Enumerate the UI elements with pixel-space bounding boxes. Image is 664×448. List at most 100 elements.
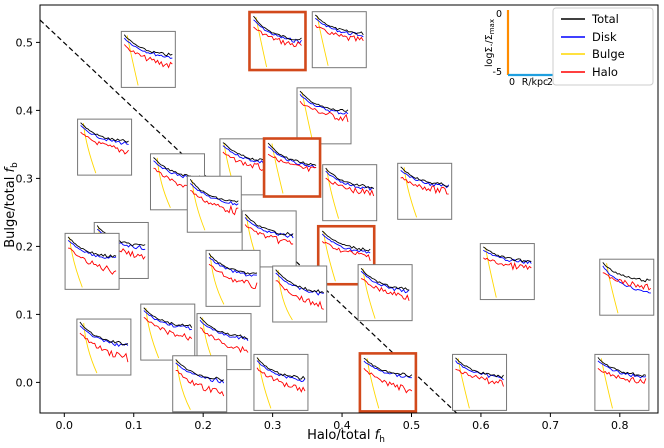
x-axis: 0.0 0.1 0.2 0.3 0.4 0.5 0.6 0.7 0.8 [56,413,629,432]
x-tick-label: 0.8 [611,419,629,432]
plot-content [39,10,655,414]
inset-highlight-frame [316,224,376,286]
halo-profile [244,224,294,245]
total-profile [267,142,317,166]
halo-profile [190,189,239,216]
disk-profile [315,17,364,38]
profile-key-xtick-left: 0 [509,77,515,88]
halo-profile [314,24,364,42]
profile-inset [311,11,367,69]
halo-profile [321,241,371,261]
halo-profile [175,369,225,397]
y-tick-label: 0.0 [16,376,34,389]
bulge-profile [606,263,619,314]
disk-profile [208,257,257,277]
halo-profile [325,177,375,197]
halo-profile [602,272,652,291]
inset-highlight-frame [358,352,418,413]
disk-profile [400,170,450,189]
bulge-profile [145,308,160,359]
legend: Total Disk Bulge Halo [552,7,654,86]
x-tick-label: 0.6 [472,419,490,432]
total-profile [325,167,374,190]
profile-key-ylabel: logΣ./Σmax [484,19,496,67]
y-axis: 0.0 0.1 0.2 0.3 0.4 0.5 [16,36,40,389]
x-tick-label: 0.2 [194,419,212,432]
inset-frame [479,243,535,301]
disk-profile [199,319,249,342]
inset-background [250,13,305,70]
total-profile [597,357,647,378]
total-profile [208,253,258,275]
halo-profile [256,367,306,393]
inset-highlight-frame [248,10,307,72]
profile-inset [248,10,307,72]
total-profile [455,357,504,379]
profile-inset [322,164,378,222]
profile-inset [452,353,508,411]
inset-frame [120,30,176,88]
inset-frame [76,318,132,376]
profile-inset [186,175,242,233]
inset-frame [322,164,378,222]
profile-inset [599,258,655,316]
profile-inset [64,232,120,290]
profile-inset [205,249,261,307]
halo-profile [400,176,449,195]
bulge-profile [316,15,329,66]
halo-profile [79,332,129,363]
x-tick-label: 0.3 [264,419,282,432]
profile-inset [479,243,535,301]
total-profile [602,262,651,283]
profile-key-ytick-top: 0 [496,9,502,20]
inset-frame [140,303,196,361]
x-tick-label: 0.5 [403,419,421,432]
inset-frame [296,87,352,145]
profile-inset [316,224,376,286]
profile-key-inset: 0 -5 0 20 R/kpc logΣ./Σmax [484,9,560,88]
profile-inset [172,355,228,413]
y-tick-label: 0.1 [16,308,34,321]
total-profile [299,90,349,112]
legend-box [552,7,654,86]
legend-label-halo: Halo [592,65,618,79]
total-profile [256,357,306,380]
legend-label-total: Total [591,12,619,26]
y-tick-label: 0.4 [16,104,34,117]
bulge-profile [69,237,83,288]
x-tick-label: 0.4 [333,419,351,432]
total-profile [175,359,224,382]
inset-frame [357,264,413,322]
disk-profile [123,37,173,59]
bulge-profile [126,35,139,86]
halo-profile [597,368,647,384]
inset-highlight-frame [262,137,322,198]
legend-label-bulge: Bulge [592,47,625,61]
inset-background [358,264,413,321]
disk-profile [363,360,412,379]
inset-frame [241,210,297,268]
profile-inset [77,118,133,176]
axes-frame [39,4,659,414]
profile-key-ytick-bottom: -5 [493,67,502,78]
total-profile [123,34,173,57]
y-tick-label: 0.3 [16,172,34,185]
total-profile [315,14,364,36]
bulge-profile [271,143,284,194]
total-profile [483,246,532,263]
profile-inset [262,137,322,198]
profile-inset [594,353,650,411]
disk-profile [483,249,532,265]
halo-profile [199,327,249,354]
bulge-profile [326,168,340,219]
disk-profile [321,233,371,254]
inset-background [480,243,535,300]
inset-frame [452,353,508,411]
halo-profile [483,257,532,271]
disk-profile [267,146,317,168]
y-tick-label: 0.5 [16,36,34,49]
inset-frame [599,258,655,316]
halo-profile [208,263,258,289]
profile-inset [253,353,309,411]
